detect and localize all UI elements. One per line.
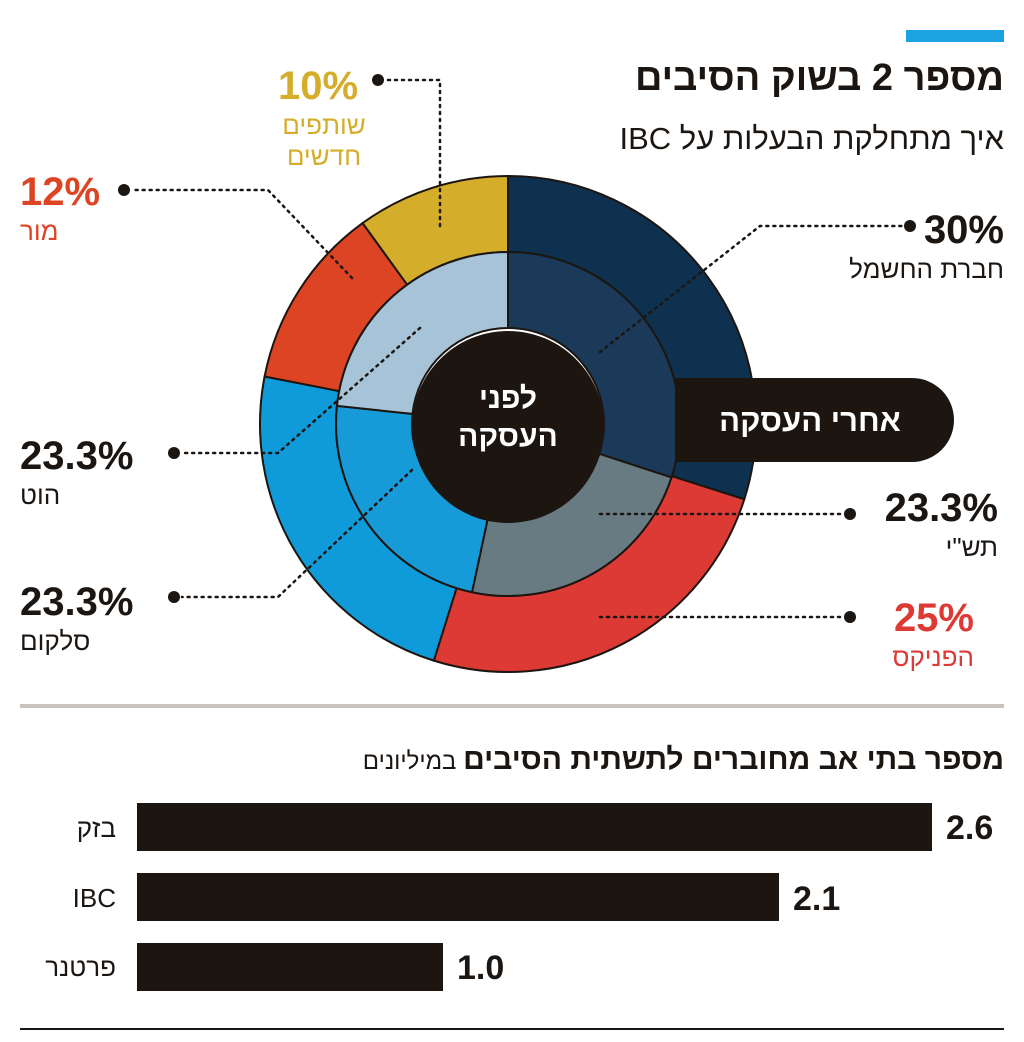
- inner-ring-before-deal: [335, 250, 681, 597]
- bar-value-ibc: 2.1: [793, 880, 841, 918]
- label-tashi-name: תש"י: [945, 532, 998, 562]
- leader-lines: [130, 78, 904, 619]
- bar-partner: [137, 943, 443, 991]
- label-cellcom: 23.3% סלקום: [20, 582, 133, 657]
- label-hot: 23.3% הוט: [20, 436, 133, 511]
- after-deal-label: אחרי העסקה: [719, 403, 901, 438]
- label-hot-pct: 23.3%: [20, 434, 134, 478]
- chart-subtitle: איך מתחלקת הבעלות על IBC: [619, 121, 1004, 156]
- leader-dot-phoenix: [844, 611, 856, 623]
- bar-chart-title-main: מספר בתי אב מחוברים לתשתית הסיבים: [463, 743, 1004, 776]
- leader-line-hot: [180, 326, 422, 455]
- leader-dot-hevrat-hashmal: [904, 220, 916, 232]
- leader-dot-cellcom: [168, 591, 180, 603]
- bar-chart-unit: במיליונים: [362, 748, 457, 775]
- label-phoenix-pct: 25%: [893, 596, 974, 640]
- accent-bar: [906, 30, 1004, 42]
- center-label-line-2: העסקה: [458, 420, 558, 453]
- label-tashi: 23.3% תש"י: [885, 488, 998, 563]
- bar-ibc: [137, 873, 779, 921]
- label-hevrat-hashmal-name: חברת החשמל: [849, 254, 1004, 284]
- leader-dot-hot: [168, 447, 180, 459]
- leader-line-mor: [130, 188, 354, 280]
- bar-bezeq: [137, 803, 932, 851]
- leader-line-hevrat-hashmal: [598, 224, 904, 354]
- bar-value-partner: 1.0: [457, 949, 505, 987]
- label-hevrat-hashmal: 30% חברת החשמל: [849, 210, 1004, 285]
- bar-category-bezeq: בזק: [76, 813, 116, 843]
- inner-slice-hot: [335, 250, 509, 416]
- leader-line-cellcom: [180, 468, 414, 599]
- label-tashi-pct: 23.3%: [884, 486, 998, 530]
- label-mor-name: מור: [20, 216, 59, 246]
- label-cellcom-name: סלקום: [20, 626, 91, 656]
- chart-title: מספר 2 בשוק הסיבים: [634, 57, 1004, 99]
- label-new-partners-pct: 10%: [278, 64, 359, 108]
- leader-line-new-partners: [384, 78, 442, 228]
- bar-value-bezeq: 2.6: [946, 809, 994, 847]
- label-new-partners-name: שותפים חדשים: [282, 110, 366, 171]
- bar-chart-title: מספר בתי אב מחוברים לתשתית הסיבים במיליו…: [363, 740, 1004, 785]
- bar-category-ibc: IBC: [72, 883, 116, 913]
- bottom-rule: [20, 1028, 1004, 1030]
- after-deal-tab: [675, 378, 954, 462]
- label-hot-name: הוט: [20, 480, 61, 510]
- label-mor-pct: 12%: [20, 170, 101, 214]
- label-phoenix: 25% הפניקס: [892, 598, 974, 673]
- leader-dot-new-partners: [372, 74, 384, 86]
- leader-dot-tashi: [844, 508, 856, 520]
- label-new-partners: 10% שותפים חדשים: [278, 66, 370, 172]
- label-mor: 12% מור: [20, 172, 100, 247]
- leader-dots: [118, 74, 916, 623]
- bar-category-partner: פרטנר: [45, 952, 116, 982]
- leader-dot-mor: [118, 184, 130, 196]
- ownership-donut-chart: אחרי העסקה לפני העסקה: [118, 74, 954, 673]
- center-hub: [412, 331, 604, 523]
- label-phoenix-name: הפניקס: [892, 642, 974, 672]
- center-label-line-1: לפני: [479, 382, 537, 415]
- label-hevrat-hashmal-pct: 30%: [923, 208, 1004, 252]
- section-divider: [20, 704, 1004, 708]
- label-cellcom-pct: 23.3%: [20, 580, 134, 624]
